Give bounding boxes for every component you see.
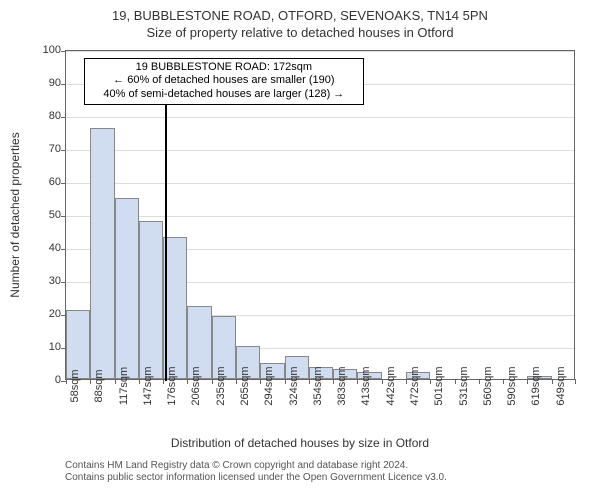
attribution-line-1: Contains HM Land Registry data © Crown c… xyxy=(65,460,447,472)
x-tick-label: 206sqm xyxy=(190,366,202,405)
x-tick-label: 147sqm xyxy=(142,366,154,405)
y-tick-label: 40 xyxy=(31,242,61,254)
y-tick-label: 70 xyxy=(31,143,61,155)
x-tick-label: 619sqm xyxy=(530,366,542,405)
plot-area: 19 BUBBLESTONE ROAD: 172sqm← 60% of deta… xyxy=(65,50,575,380)
x-tick-label: 501sqm xyxy=(433,366,445,405)
x-tick-label: 58sqm xyxy=(69,369,81,402)
x-tick-mark xyxy=(527,379,528,384)
x-tick-mark xyxy=(90,379,91,384)
x-tick-mark xyxy=(139,379,140,384)
y-tick-label: 0 xyxy=(31,374,61,386)
x-tick-label: 88sqm xyxy=(93,369,105,402)
x-tick-label: 531sqm xyxy=(458,366,470,405)
x-tick-mark xyxy=(163,379,164,384)
x-tick-label: 265sqm xyxy=(239,366,251,405)
y-tick-mark xyxy=(61,84,66,85)
x-tick-mark xyxy=(260,379,261,384)
gridline xyxy=(66,117,574,118)
gridline xyxy=(66,183,574,184)
attribution-line-2: Contains public sector information licen… xyxy=(65,472,447,484)
histogram-bar xyxy=(139,221,163,379)
page-subtitle: Size of property relative to detached ho… xyxy=(0,25,600,42)
subject-marker-line xyxy=(165,89,167,381)
attribution-text: Contains HM Land Registry data © Crown c… xyxy=(65,460,447,484)
x-tick-mark xyxy=(455,379,456,384)
x-tick-mark xyxy=(357,379,358,384)
y-tick-mark xyxy=(61,282,66,283)
x-tick-mark xyxy=(503,379,504,384)
x-tick-label: 560sqm xyxy=(482,366,494,405)
x-tick-label: 117sqm xyxy=(118,367,130,405)
x-tick-label: 354sqm xyxy=(312,366,324,405)
x-axis-label: Distribution of detached houses by size … xyxy=(0,436,600,450)
x-tick-mark xyxy=(552,379,553,384)
chart-container: { "title": "19, BUBBLESTONE ROAD, OTFORD… xyxy=(0,0,600,500)
y-tick-label: 80 xyxy=(31,110,61,122)
annotation-line-1: 19 BUBBLESTONE ROAD: 172sqm xyxy=(89,61,359,75)
x-tick-mark xyxy=(236,379,237,384)
y-tick-label: 20 xyxy=(31,308,61,320)
x-tick-label: 649sqm xyxy=(555,366,567,405)
x-tick-label: 324sqm xyxy=(288,366,300,405)
x-tick-label: 176sqm xyxy=(166,366,178,405)
y-tick-mark xyxy=(61,216,66,217)
y-tick-label: 90 xyxy=(31,77,61,89)
y-tick-label: 50 xyxy=(31,209,61,221)
y-tick-mark xyxy=(61,51,66,52)
x-tick-mark xyxy=(575,379,576,384)
y-tick-label: 10 xyxy=(31,341,61,353)
annotation-line-2: ← 60% of detached houses are smaller (19… xyxy=(89,74,359,88)
x-tick-mark xyxy=(406,379,407,384)
annotation-box: 19 BUBBLESTONE ROAD: 172sqm← 60% of deta… xyxy=(84,58,364,105)
x-tick-mark xyxy=(430,379,431,384)
x-tick-label: 590sqm xyxy=(506,366,518,405)
x-tick-mark xyxy=(382,379,383,384)
page-title: 19, BUBBLESTONE ROAD, OTFORD, SEVENOAKS,… xyxy=(0,8,600,25)
x-tick-mark xyxy=(285,379,286,384)
x-tick-label: 442sqm xyxy=(385,366,397,405)
y-axis-label: Number of detached properties xyxy=(8,132,22,297)
x-tick-label: 294sqm xyxy=(263,366,275,405)
x-tick-mark xyxy=(115,379,116,384)
gridline xyxy=(66,51,574,52)
gridline xyxy=(66,216,574,217)
y-tick-mark xyxy=(61,249,66,250)
x-tick-mark xyxy=(479,379,480,384)
y-tick-label: 30 xyxy=(31,275,61,287)
y-tick-mark xyxy=(61,183,66,184)
x-tick-label: 383sqm xyxy=(336,366,348,405)
y-tick-label: 100 xyxy=(31,44,61,56)
x-tick-mark xyxy=(187,379,188,384)
x-tick-mark xyxy=(309,379,310,384)
y-tick-label: 60 xyxy=(31,176,61,188)
title-block: 19, BUBBLESTONE ROAD, OTFORD, SEVENOAKS,… xyxy=(0,0,600,42)
gridline xyxy=(66,150,574,151)
x-tick-mark xyxy=(212,379,213,384)
y-tick-mark xyxy=(61,117,66,118)
x-tick-label: 413sqm xyxy=(360,366,372,405)
y-tick-mark xyxy=(61,150,66,151)
histogram-bar xyxy=(90,128,114,379)
x-tick-mark xyxy=(66,379,67,384)
x-tick-label: 235sqm xyxy=(215,366,227,405)
x-tick-mark xyxy=(333,379,334,384)
x-tick-label: 472sqm xyxy=(409,366,421,405)
annotation-line-3: 40% of semi-detached houses are larger (… xyxy=(89,88,359,102)
histogram-bar xyxy=(115,198,139,380)
